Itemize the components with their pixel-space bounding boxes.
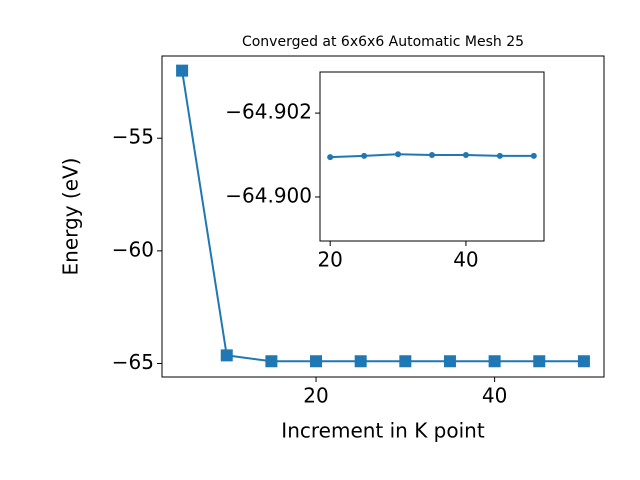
x-tick-label: 40 — [453, 248, 478, 272]
marker — [577, 355, 590, 368]
marker — [395, 151, 402, 158]
marker — [310, 355, 323, 368]
y-tick-label: −65 — [112, 350, 154, 374]
x-tick-label: 20 — [317, 248, 342, 272]
marker — [462, 152, 469, 159]
x-axis-label: Increment in K point — [281, 419, 485, 443]
y-axis-label: Energy (eV) — [59, 158, 83, 276]
marker — [488, 355, 501, 368]
marker — [399, 355, 412, 368]
marker — [220, 349, 233, 362]
marker — [496, 152, 503, 159]
x-tick-label: 20 — [303, 384, 328, 408]
y-tick-label: −64.902 — [225, 100, 312, 124]
chart-title: Converged at 6x6x6 Automatic Mesh 25 — [242, 34, 524, 50]
marker — [443, 355, 456, 368]
marker — [361, 152, 368, 159]
marker — [265, 355, 278, 368]
y-tick-label: −55 — [112, 125, 154, 149]
marker — [530, 152, 537, 159]
marker — [327, 154, 334, 161]
series-line — [181, 70, 584, 363]
marker — [533, 355, 546, 368]
marker — [354, 355, 367, 368]
y-tick-label: −60 — [112, 237, 154, 261]
marker — [429, 152, 435, 159]
x-tick-label: 40 — [482, 384, 507, 408]
marker — [176, 64, 189, 77]
y-tick-label: −64.900 — [225, 183, 312, 207]
